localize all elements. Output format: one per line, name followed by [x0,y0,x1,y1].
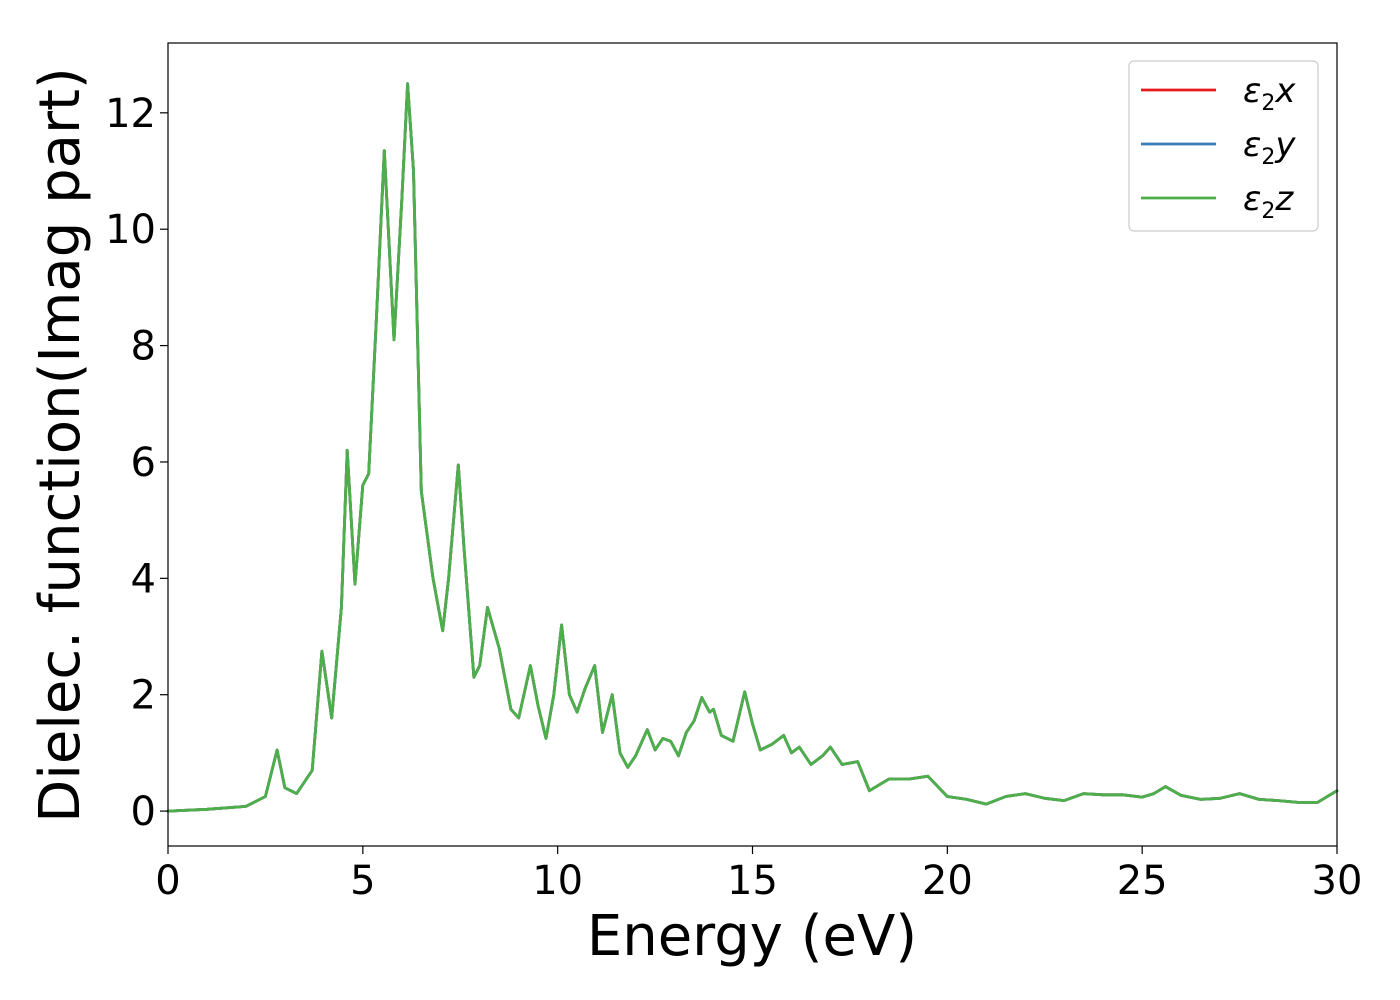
x-tick-label: 5 [350,858,375,904]
x-tick-label: 25 [1117,858,1168,904]
y-tick-label: 10 [105,207,156,253]
legend-symbol: ε [1243,179,1261,219]
series-line-ε2z [166,82,1339,813]
legend-symbol: ε [1243,125,1261,165]
x-tick-label: 30 [1312,858,1363,904]
legend-axis: y [1274,125,1296,165]
y-tick-label: 12 [105,91,156,137]
x-tick-label: 15 [727,858,778,904]
y-tick-label: 2 [131,673,156,719]
y-axis-ticks: 0 2 4 6 8 10 12 [105,91,168,835]
legend-subscript: 2 [1261,91,1275,116]
legend-label-y: ε2y [1243,125,1296,170]
y-tick-label: 0 [131,789,156,835]
legend-label-z: ε2z [1243,179,1294,224]
y-tick-label: 8 [131,324,156,370]
legend-symbol: ε [1243,71,1261,111]
legend-axis: x [1274,71,1296,111]
y-tick-label: 6 [131,440,156,486]
legend-frame [1128,60,1319,232]
y-tick-label: 4 [131,556,156,602]
legend-subscript: 2 [1261,199,1275,224]
x-axis-ticks: 0 5 10 15 20 25 30 [155,846,1362,904]
y-axis-label: Dielec. function(Imag part) [28,67,93,823]
legend-label-x: ε2x [1243,71,1296,116]
series-layer [166,82,1339,813]
x-tick-label: 0 [155,858,180,904]
x-axis-label: Energy (eV) [587,904,917,969]
legend-axis: z [1274,179,1294,219]
x-tick-label: 10 [532,858,583,904]
legend-subscript: 2 [1261,145,1275,170]
x-tick-label: 20 [922,858,973,904]
